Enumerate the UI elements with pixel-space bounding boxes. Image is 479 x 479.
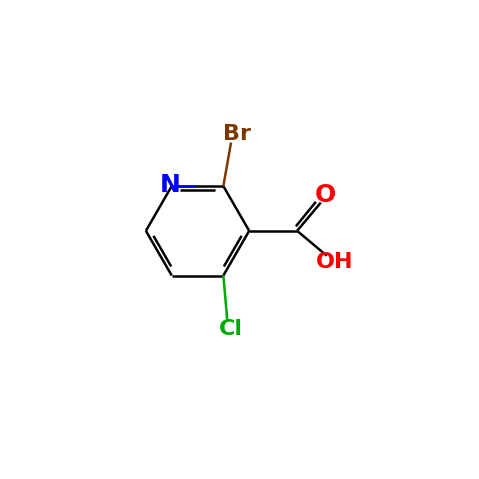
Text: N: N xyxy=(160,173,180,197)
Text: OH: OH xyxy=(316,252,354,273)
Text: Cl: Cl xyxy=(219,319,243,339)
Text: O: O xyxy=(315,183,336,207)
Text: Br: Br xyxy=(223,125,251,144)
